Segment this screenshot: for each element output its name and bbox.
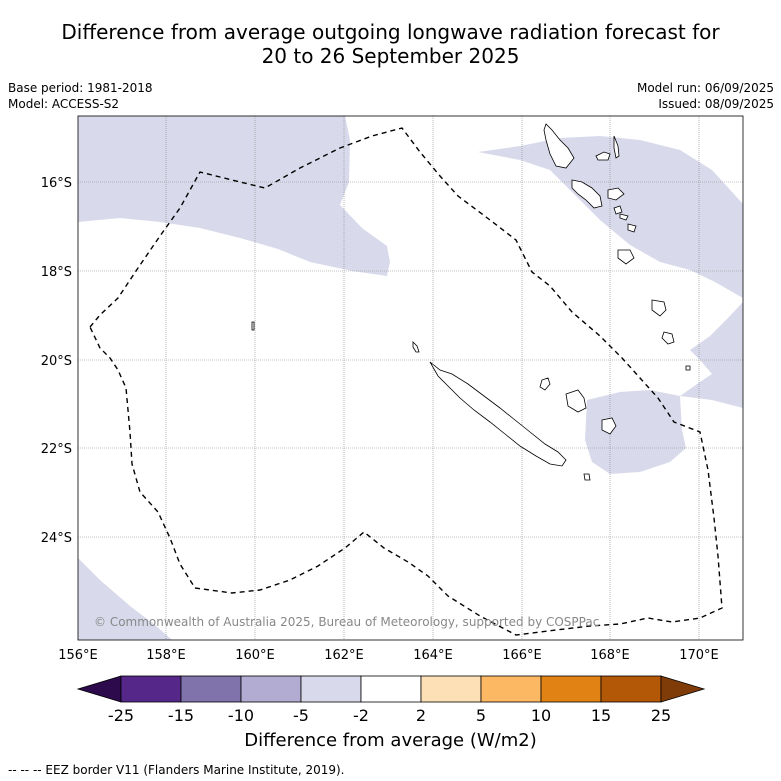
colorbar-low-extension <box>76 675 122 703</box>
espiritu-santo-island <box>543 123 575 169</box>
anomaly-region-northeast <box>478 136 743 298</box>
title-line-2: 20 to 26 September 2025 <box>261 44 520 68</box>
lat-label-24s: 24°S <box>41 531 72 546</box>
anomaly-region-northwest <box>78 116 390 276</box>
pentecost-island <box>607 187 625 201</box>
base-period: Base period: 1981-2018 <box>8 81 153 95</box>
ambae-island <box>595 151 611 161</box>
epi-island <box>613 205 623 215</box>
coastlines <box>251 123 691 481</box>
lon-label-166e: 166°E <box>502 648 542 663</box>
eez-border <box>89 127 723 636</box>
anomaly-region-east <box>680 302 743 408</box>
lon-label-158e: 158°E <box>146 648 186 663</box>
chesterfield-islet <box>251 321 255 331</box>
aneityum-island <box>661 331 675 345</box>
meta-right: Model run: 06/09/2025 Issued: 08/09/2025 <box>637 80 774 112</box>
lon-label-170e: 170°E <box>679 648 719 663</box>
map-title: Difference from average outgoing longwav… <box>0 20 781 68</box>
colorbar-bin-7 <box>480 675 542 703</box>
colorbar-bin-4 <box>300 675 362 703</box>
colorbar-bin-2 <box>180 675 242 703</box>
shepherd-islets <box>619 213 629 221</box>
colorbar-bin-1 <box>120 675 182 703</box>
tanna-island <box>651 299 667 317</box>
colorbar-tick-1: -25 <box>107 706 135 725</box>
mare-island <box>601 417 617 435</box>
lat-label-20s: 20°S <box>41 354 72 369</box>
colorbar <box>76 675 706 703</box>
colorbar-tick-7: 5 <box>475 706 487 725</box>
lat-label-18s: 18°S <box>41 265 72 280</box>
lat-label-16s: 16°S <box>41 176 72 191</box>
maewo-island <box>613 135 620 159</box>
title-line-1: Difference from average outgoing longwav… <box>61 20 720 44</box>
matthew-islet <box>685 365 691 371</box>
erromango-island <box>617 249 635 265</box>
malekula-island <box>571 179 603 209</box>
colorbar-tick-10: 25 <box>650 706 672 725</box>
lon-label-168e: 168°E <box>590 648 630 663</box>
colorbar-bin-6 <box>420 675 482 703</box>
colorbar-bin-3 <box>240 675 302 703</box>
lon-label-162e: 162°E <box>324 648 364 663</box>
copyright-text: © Commonwealth of Australia 2025, Bureau… <box>94 615 599 629</box>
latitude-labels: 16°S 18°S 20°S 22°S 24°S <box>41 176 72 546</box>
lon-label-160e: 160°E <box>235 648 275 663</box>
map-frame <box>77 115 744 641</box>
colorbar-tick-4: -5 <box>293 706 309 725</box>
ouvea-island <box>539 377 551 391</box>
lat-label-22s: 22°S <box>41 442 72 457</box>
colorbar-bin-5 <box>360 675 422 703</box>
anomaly-region-southwest <box>78 558 172 640</box>
issued-date: Issued: 08/09/2025 <box>658 97 774 111</box>
colorbar-tick-9: 15 <box>590 706 612 725</box>
new-caledonia-island <box>429 361 567 467</box>
colorbar-high-extension <box>660 675 706 703</box>
lifou-island <box>565 389 587 413</box>
colorbar-tick-3: -10 <box>227 706 255 725</box>
model-run: Model run: 06/09/2025 <box>636 81 774 95</box>
colorbar-tick-5: -2 <box>353 706 369 725</box>
longitude-labels: 156°E 158°E 160°E 162°E 164°E 166°E 168°… <box>58 648 719 663</box>
gridlines <box>78 116 743 640</box>
colorbar-bin-8 <box>540 675 602 703</box>
colorbar-tick-2: -15 <box>167 706 195 725</box>
lon-label-156e: 156°E <box>58 648 98 663</box>
colorbar-bin-9 <box>600 675 662 703</box>
isle-of-pines <box>583 473 591 481</box>
lon-label-164e: 164°E <box>413 648 453 663</box>
model-name: Model: ACCESS-S2 <box>8 97 120 111</box>
efate-island <box>627 223 637 233</box>
meta-left: Base period: 1981-2018 Model: ACCESS-S2 <box>8 80 153 112</box>
eez-footnote: -- -- -- EEZ border V11 (Flanders Marine… <box>8 763 345 777</box>
colorbar-tick-8: 10 <box>530 706 552 725</box>
colorbar-title: Difference from average (W/m2) <box>244 730 537 751</box>
belep-islet <box>412 341 420 353</box>
colorbar-tick-6: 2 <box>415 706 427 725</box>
